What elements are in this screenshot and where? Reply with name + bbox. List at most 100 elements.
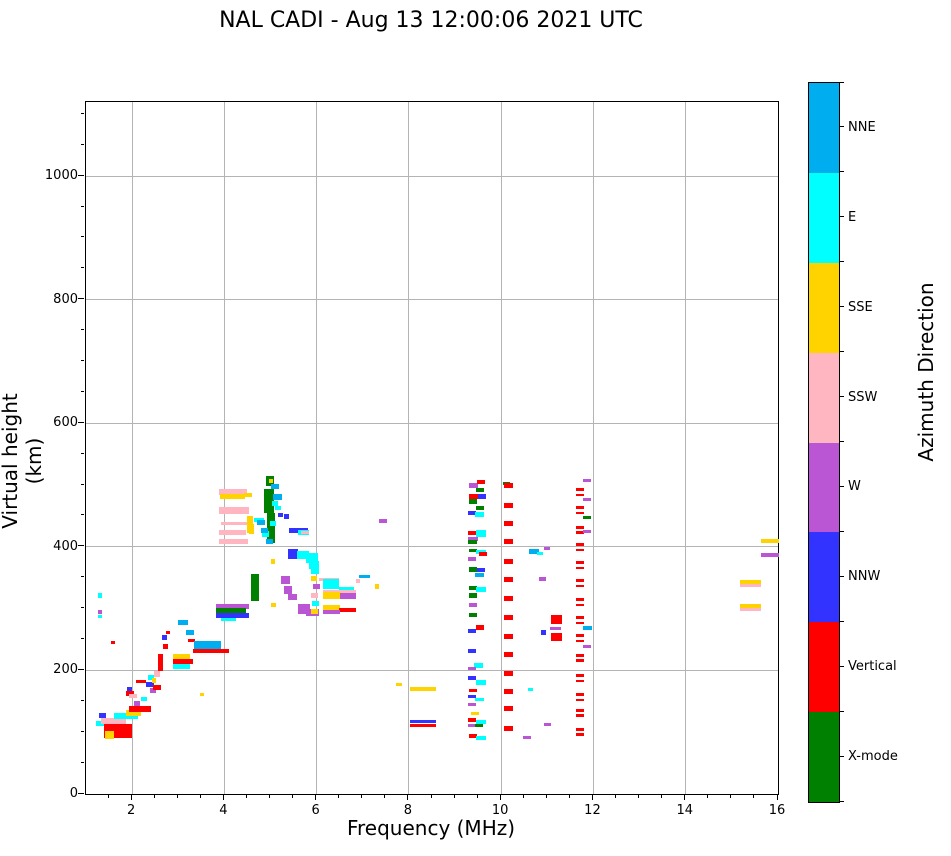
grid-line-y [86, 175, 778, 177]
data-point [283, 514, 289, 520]
data-point [503, 520, 514, 526]
data-point [503, 538, 514, 544]
data-point [248, 523, 254, 534]
data-point [140, 696, 147, 702]
data-point [193, 648, 229, 654]
data-point [270, 603, 277, 608]
data-point [503, 502, 514, 508]
data-point [477, 567, 486, 573]
data-point [476, 488, 485, 493]
y-minor-tick [80, 514, 84, 516]
data-point [150, 688, 157, 693]
colorbar-segment-sse [809, 262, 839, 354]
data-point [216, 612, 250, 618]
data-point [110, 640, 116, 644]
data-point [271, 501, 278, 507]
x-tick [222, 794, 224, 800]
data-point [471, 711, 480, 715]
data-point [187, 638, 195, 642]
data-point [474, 572, 485, 578]
data-point [582, 530, 591, 534]
data-point [503, 559, 514, 565]
data-point [275, 506, 282, 511]
colorbar-mid-tick [840, 396, 844, 398]
x-tick-label: 4 [219, 803, 228, 818]
data-point [468, 499, 477, 504]
data-point [221, 617, 237, 621]
data-point [740, 604, 762, 609]
y-minor-tick [80, 390, 84, 392]
data-point [288, 549, 299, 559]
x-minor-tick [453, 794, 455, 798]
data-point [177, 619, 188, 625]
data-point [575, 525, 584, 529]
grid-line-y [86, 422, 778, 424]
data-point [478, 494, 486, 499]
data-point [544, 722, 551, 727]
data-point [126, 690, 134, 696]
data-point [503, 614, 514, 620]
data-point [575, 653, 584, 657]
data-point [133, 701, 140, 706]
data-point [339, 587, 355, 592]
colorbar-boundary-tick [840, 800, 844, 802]
data-point [311, 593, 319, 599]
y-minor-tick [80, 112, 84, 114]
grid-line-x [500, 102, 502, 794]
data-point [740, 580, 762, 585]
data-point [467, 648, 476, 654]
data-point [128, 706, 152, 713]
x-minor-tick [176, 794, 178, 798]
colorbar-label-x-mode: X-mode [848, 749, 898, 765]
data-point [104, 730, 115, 739]
colorbar-mid-tick [840, 485, 844, 487]
colorbar-boundary-tick [840, 441, 844, 442]
data-point [575, 708, 584, 712]
data-point [266, 512, 275, 543]
y-tick-label: 800 [53, 291, 78, 307]
data-point [270, 520, 277, 526]
colorbar-mid-tick [840, 575, 844, 577]
data-point [96, 721, 104, 727]
data-point [253, 517, 265, 523]
colorbar-boundary-tick [840, 351, 844, 353]
data-point [151, 678, 157, 683]
plot-area [85, 101, 779, 795]
data-point [244, 493, 253, 498]
colorbar-boundary-tick [840, 171, 844, 173]
y-tick [78, 174, 84, 176]
data-point [145, 682, 154, 688]
data-point [503, 596, 514, 602]
x-minor-tick [545, 794, 547, 798]
data-point [163, 643, 169, 649]
data-point [165, 630, 170, 634]
y-minor-tick [80, 699, 84, 701]
data-point [582, 645, 591, 649]
data-point [323, 591, 342, 599]
data-point [375, 583, 380, 589]
data-point [467, 718, 476, 723]
data-point [173, 664, 191, 670]
data-point [544, 546, 551, 550]
data-point [340, 593, 357, 600]
data-point [503, 577, 514, 583]
x-minor-tick [361, 794, 363, 798]
y-minor-tick [80, 607, 84, 609]
data-point [339, 608, 357, 613]
data-point [467, 556, 476, 562]
data-point [173, 653, 191, 659]
data-point [537, 551, 544, 555]
data-point [575, 506, 584, 510]
data-point [468, 585, 477, 591]
data-point [575, 511, 584, 515]
data-point [260, 528, 268, 534]
data-point [269, 478, 274, 484]
data-point [323, 609, 341, 615]
data-point [126, 709, 142, 717]
y-minor-tick [80, 267, 84, 269]
data-point [218, 507, 249, 515]
x-tick [407, 794, 409, 800]
data-point [479, 551, 487, 557]
data-point [539, 577, 546, 582]
x-minor-tick [245, 794, 247, 798]
